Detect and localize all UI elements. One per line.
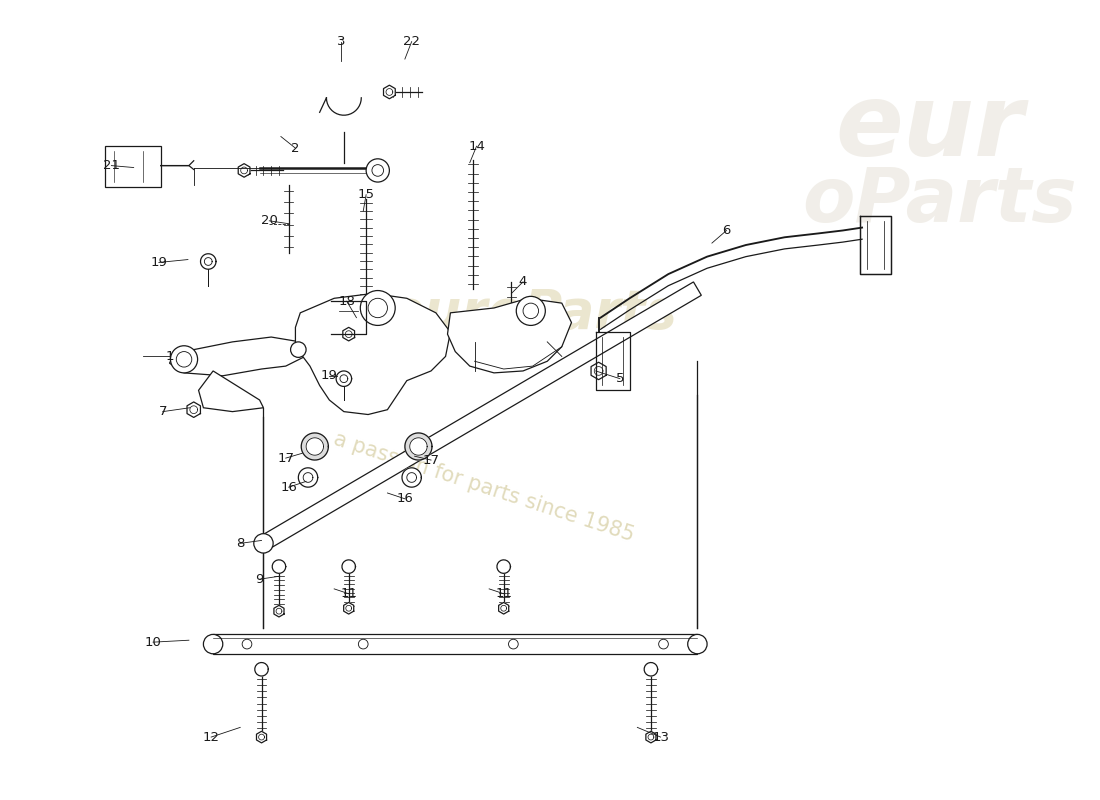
- Polygon shape: [255, 662, 268, 676]
- Text: oParts: oParts: [802, 165, 1077, 238]
- Polygon shape: [498, 602, 508, 614]
- Polygon shape: [306, 438, 323, 455]
- Text: 17: 17: [277, 452, 294, 465]
- Text: 11: 11: [495, 587, 513, 600]
- Polygon shape: [646, 731, 656, 743]
- Circle shape: [361, 290, 395, 326]
- Circle shape: [366, 159, 389, 182]
- Circle shape: [508, 639, 518, 649]
- Text: 8: 8: [236, 537, 244, 550]
- Circle shape: [204, 634, 223, 654]
- Text: 6: 6: [723, 224, 730, 237]
- Bar: [213, 634, 697, 654]
- Text: 18: 18: [339, 294, 355, 308]
- Text: 16: 16: [280, 481, 297, 494]
- Bar: [104, 146, 161, 187]
- Circle shape: [368, 298, 387, 318]
- Polygon shape: [410, 438, 427, 455]
- Polygon shape: [296, 294, 450, 414]
- Text: eur: eur: [836, 80, 1024, 178]
- Text: euroParts: euroParts: [388, 287, 678, 339]
- Polygon shape: [337, 371, 352, 386]
- Circle shape: [254, 534, 273, 553]
- Polygon shape: [274, 606, 284, 617]
- Polygon shape: [497, 560, 510, 574]
- Polygon shape: [343, 602, 354, 614]
- Polygon shape: [591, 362, 606, 380]
- Text: 16: 16: [396, 492, 414, 506]
- Text: 7: 7: [158, 405, 167, 418]
- Text: 5: 5: [616, 372, 624, 385]
- Text: 14: 14: [469, 140, 485, 153]
- Text: 2: 2: [292, 142, 299, 154]
- Polygon shape: [298, 468, 318, 487]
- Circle shape: [170, 346, 198, 373]
- Polygon shape: [343, 327, 354, 341]
- Circle shape: [290, 342, 306, 358]
- Circle shape: [242, 639, 252, 649]
- Polygon shape: [273, 560, 286, 574]
- Text: 13: 13: [652, 730, 669, 743]
- Polygon shape: [187, 402, 200, 418]
- Polygon shape: [301, 433, 329, 460]
- Text: 19: 19: [151, 256, 167, 269]
- Polygon shape: [405, 433, 432, 460]
- Text: 21: 21: [103, 159, 120, 172]
- Text: 10: 10: [144, 636, 162, 649]
- Polygon shape: [260, 282, 702, 550]
- Text: 17: 17: [422, 454, 440, 466]
- Polygon shape: [448, 298, 572, 373]
- Text: 20: 20: [261, 214, 277, 227]
- Text: 11: 11: [340, 587, 358, 600]
- Circle shape: [516, 296, 546, 326]
- Polygon shape: [342, 560, 355, 574]
- Text: 19: 19: [321, 370, 338, 382]
- Polygon shape: [199, 371, 264, 412]
- Text: a passion for parts since 1985: a passion for parts since 1985: [331, 429, 637, 546]
- Text: 12: 12: [202, 730, 220, 743]
- Circle shape: [359, 639, 369, 649]
- Polygon shape: [645, 662, 658, 676]
- Text: 4: 4: [519, 275, 527, 288]
- Text: 1: 1: [165, 350, 174, 363]
- Text: 3: 3: [337, 35, 345, 48]
- Polygon shape: [402, 468, 421, 487]
- Circle shape: [176, 351, 191, 367]
- Text: 9: 9: [255, 573, 264, 586]
- Circle shape: [524, 303, 539, 318]
- Polygon shape: [200, 254, 216, 270]
- Polygon shape: [169, 337, 305, 376]
- Polygon shape: [239, 164, 250, 178]
- Polygon shape: [384, 86, 395, 98]
- Text: 22: 22: [404, 35, 420, 48]
- Circle shape: [372, 165, 384, 176]
- Circle shape: [659, 639, 669, 649]
- Polygon shape: [256, 731, 266, 743]
- Circle shape: [688, 634, 707, 654]
- Text: 15: 15: [358, 188, 375, 201]
